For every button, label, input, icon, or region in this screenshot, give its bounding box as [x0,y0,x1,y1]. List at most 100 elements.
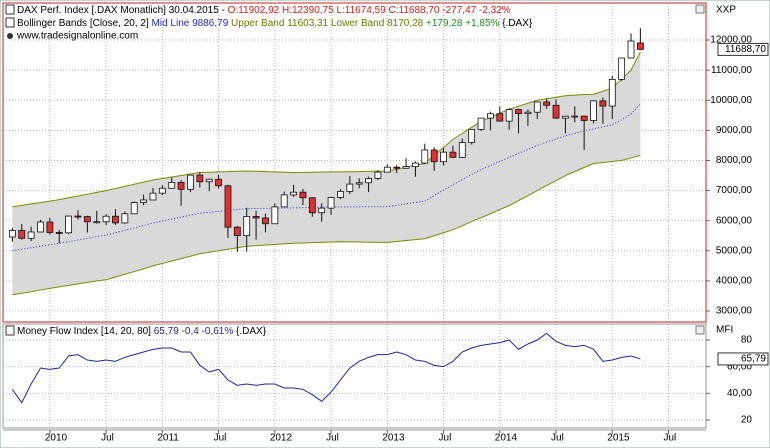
last-value-box [717,352,769,366]
candle-body [571,115,579,118]
candle-body [224,185,232,228]
x-tick-label: Jul [214,433,227,444]
candle-body [533,101,541,113]
candle-body [402,166,410,169]
candle-body [177,181,185,190]
x-tick-label: 2010 [45,433,68,444]
mfi-title: Money Flow Index [14, 20, 80] [17,326,151,337]
bollinger-fill [12,51,641,295]
candle-body [562,115,569,119]
candle-body [318,207,326,214]
y-tick-label: 9000,00 [716,125,753,136]
candle-body [243,216,251,237]
candle-body [374,171,382,179]
bollinger-mid [12,103,641,252]
candle-body [83,216,91,223]
candle-body [458,142,466,158]
y-tick-label: 20 [741,415,753,426]
candle-body [393,166,401,169]
legend-mfi: Money Flow Index [14, 20, 80] 65,79 -0,4… [17,326,267,337]
watermark: www.tradesignalonline.com [16,31,138,42]
candle-body [140,199,148,203]
candle-body [543,101,551,106]
x-tick-label: Jul [551,433,564,444]
mfi-values: 65,79 -0,4 -0,61% [154,326,234,337]
candle-body [618,57,626,80]
candle-body [487,113,494,119]
bollinger-bands: Upper Band 11603,31 Lower Band 8170,28 [231,18,424,29]
plot-back [3,3,706,428]
y-tick-label: 3000,00 [716,306,753,317]
candle-body [18,230,26,239]
candle-body [187,174,194,190]
candle-body [215,178,222,187]
y-tick-label: 8000,00 [716,155,753,166]
y-tick-label: 6000,00 [716,215,753,226]
candle-body [337,191,344,198]
candle-body [412,162,419,168]
bollinger-upper [12,51,641,208]
candle-body [449,151,457,158]
main-title: DAX Perf. Index [.DAX Monatlich] 30.04.2… [17,5,225,16]
candle-body [168,181,176,189]
mfi-source: {.DAX} [236,326,267,337]
candle-body [37,221,44,233]
legend-icon [5,4,15,15]
candle-body [421,149,429,164]
candle-body [383,166,391,173]
candle-body [102,215,110,223]
x-tick-label: Jul [439,433,452,444]
candle-body [477,117,485,130]
bollinger-change: +179,28 +1,85% [426,18,500,29]
candle-body [46,221,54,233]
x-tick-label: 2014 [495,433,518,444]
legend-icon [5,325,15,336]
axes: 2010 Jul 2011 Jul 2012 Jul 2013 Jul 2014 Jul 2015 J… [45,35,769,444]
y-tick-label: 11000,00 [711,65,752,76]
x-tick-label: 2015 [607,433,630,444]
candle-body [8,230,16,238]
candle-body [271,206,279,225]
candle-body [308,197,316,214]
candle-body [27,231,35,239]
candle-body [440,151,447,163]
bollinger-name: Bollinger Bands [Close, 20, 2] [17,18,149,29]
x-tick-label: Jul [101,433,114,444]
x-tick-label: 2013 [382,433,405,444]
symbol-label: XXP [716,5,736,16]
mfi-symbol-label: MFI [716,325,733,336]
legend-bollinger: Bollinger Bands [Close, 20, 2] Mid Line … [17,18,533,29]
panel-button[interactable] [695,4,705,14]
candle-body [262,217,269,225]
plot-marks [8,28,644,404]
y-tick-label: 60,00 [727,361,752,372]
x-tick-label: 2012 [270,433,293,444]
x-tick-label: Jul [664,433,677,444]
candle-body [121,213,129,224]
candle-body [205,178,213,183]
candle-body [524,111,532,115]
y-tick-label: 5000,00 [716,245,753,256]
panel-button[interactable] [695,325,705,335]
candle-body [280,194,288,208]
candle-body [505,109,513,122]
candle-body [299,191,307,199]
legend: DAX Perf. Index [.DAX Monatlich] 30.04.2… [5,4,736,337]
candle-body [627,40,635,59]
candle-body [149,192,157,201]
candle-body [580,115,588,121]
candle-body [365,177,372,184]
candle-body [355,182,363,185]
candle-body [158,187,166,194]
main-panel-border [2,2,707,323]
candle-body [65,215,73,234]
candle-body [430,149,438,163]
last-value-label: 11688,70 [725,44,766,55]
last-value-box [717,42,769,56]
y-tick-label: 7000,00 [716,185,753,196]
candle-body [290,191,297,196]
mfi-panel-border [2,323,707,429]
candle-body [196,174,204,183]
candle-body [515,109,522,115]
